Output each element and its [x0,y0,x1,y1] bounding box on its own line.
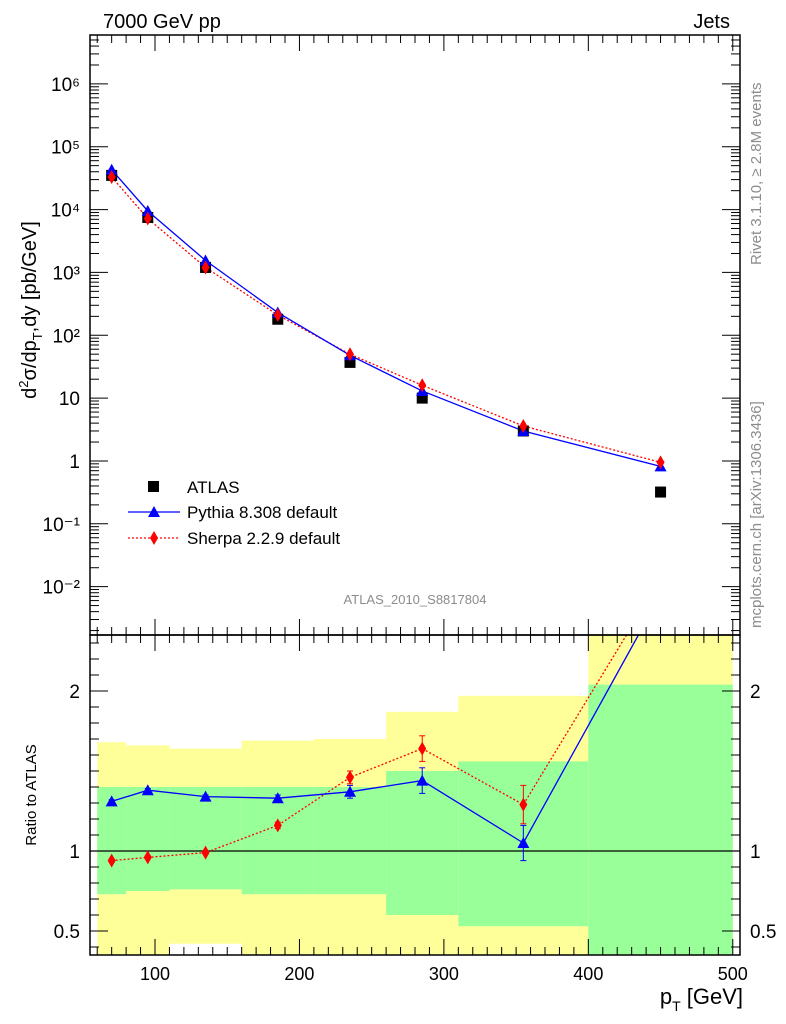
pythia-point [105,163,118,175]
sherpa-point [201,260,210,275]
header-right: Jets [693,11,730,33]
ratio-y-tick-label-right: 1 [750,842,761,863]
sherpa-point [107,170,116,185]
main-y-axis-label: d2σ/dpT,dy [pb/GeV] [16,221,45,399]
header-left: 7000 GeV pp [103,11,221,33]
pythia-point [199,254,212,266]
ratio-pythia-line [111,635,640,844]
atlas-point [655,486,667,498]
y-tick-label: 10 [59,389,80,410]
sherpa-point [656,455,665,470]
x-tick-label: 200 [284,964,314,984]
ratio-sherpa-point [201,845,210,860]
legend-pythia-marker [148,506,160,517]
band-inner-1 [126,787,170,891]
pythia-line [111,169,661,468]
ratio-sherpa-line [111,635,628,862]
sherpa-point [346,347,354,362]
ratio-sherpa-point [107,853,116,868]
ratio-pythia-point [416,774,429,786]
legend: ATLAS Pythia 8.308 default Sherpa 2.2.9 … [128,478,340,548]
y-tick-label: 10³ [53,263,80,284]
ratio-y-tick-label-left: 2 [69,682,80,703]
y-tick-label: 10⁴ [51,201,80,222]
ratio-sherpa-point [346,770,354,785]
y-tick-label: 10⁻² [43,578,81,599]
axes-ticks: 100 200 300 400 50010⁻²10⁻¹11010²10³10⁴10⁵10… [43,34,776,984]
ratio-sherpa-point [143,850,152,865]
rivet-label: Rivet 3.1.10, ≥ 2.8M events [748,83,765,266]
main-panel-marks [105,163,667,498]
pythia-point [141,204,154,216]
x-tick-label: 300 [429,964,459,984]
band-inner-4 [313,787,387,895]
sherpa-line [111,176,661,463]
ratio-pythia-point [344,785,356,797]
band-inner-7 [588,684,733,955]
sherpa-point [519,418,528,433]
ratio-sherpa-point [273,818,282,833]
ratio-sherpa-point [519,797,528,812]
legend-sherpa-marker [150,531,158,545]
atlas-point [416,392,428,404]
x-tick-label: 100 [140,964,170,984]
ratio-pythia-point [141,784,154,796]
sherpa-point [143,211,152,226]
ratio-sherpa-point [418,741,427,756]
sherpa-point [418,378,427,393]
svg-text:pT [GeV]: pT [GeV] [660,984,743,1014]
legend-sherpa-label: Sherpa 2.2.9 default [187,529,340,548]
legend-atlas-marker [148,481,159,492]
ratio-y-tick-label-right: 0.5 [750,922,776,943]
ratio-y-tick-label-left: 0.5 [54,922,80,943]
y-tick-label: 10⁻¹ [43,515,81,536]
ratio-y-tick-label-left: 1 [69,842,80,863]
legend-pythia-label: Pythia 8.308 default [187,503,338,522]
y-tick-label: 10⁶ [51,75,80,96]
ratio-y-tick-label-right: 2 [750,682,761,703]
ratio-pythia-point [105,795,118,807]
atlas-point [344,356,356,368]
legend-atlas-label: ATLAS [187,478,240,497]
ratio-pythia-point [199,790,212,802]
x-axis-label: pT [GeV] [660,984,743,1014]
sherpa-point [273,308,282,323]
ratio-panel-marks [90,635,740,868]
svg-text:d2σ/dpT,dy [pb/GeV]: d2σ/dpT,dy [pb/GeV] [16,221,45,399]
x-tick-label: 500 [718,964,748,984]
band-inner-2 [169,787,242,890]
x-tick-label: 400 [573,964,603,984]
analysis-label: ATLAS_2010_S8817804 [344,592,487,607]
uncertainty-bands [97,635,733,955]
ratio-pythia-point [517,837,530,848]
ratio-pythia-point [271,792,284,804]
y-tick-label: 10² [53,326,80,347]
band-inner-3 [241,787,314,895]
ratio-y-axis-label: Ratio to ATLAS [23,744,40,845]
y-tick-label: 10⁵ [51,138,80,159]
mcplots-label: mcplots.cern.ch [arXiv:1306.3436] [748,401,765,628]
y-tick-label: 1 [69,452,80,473]
